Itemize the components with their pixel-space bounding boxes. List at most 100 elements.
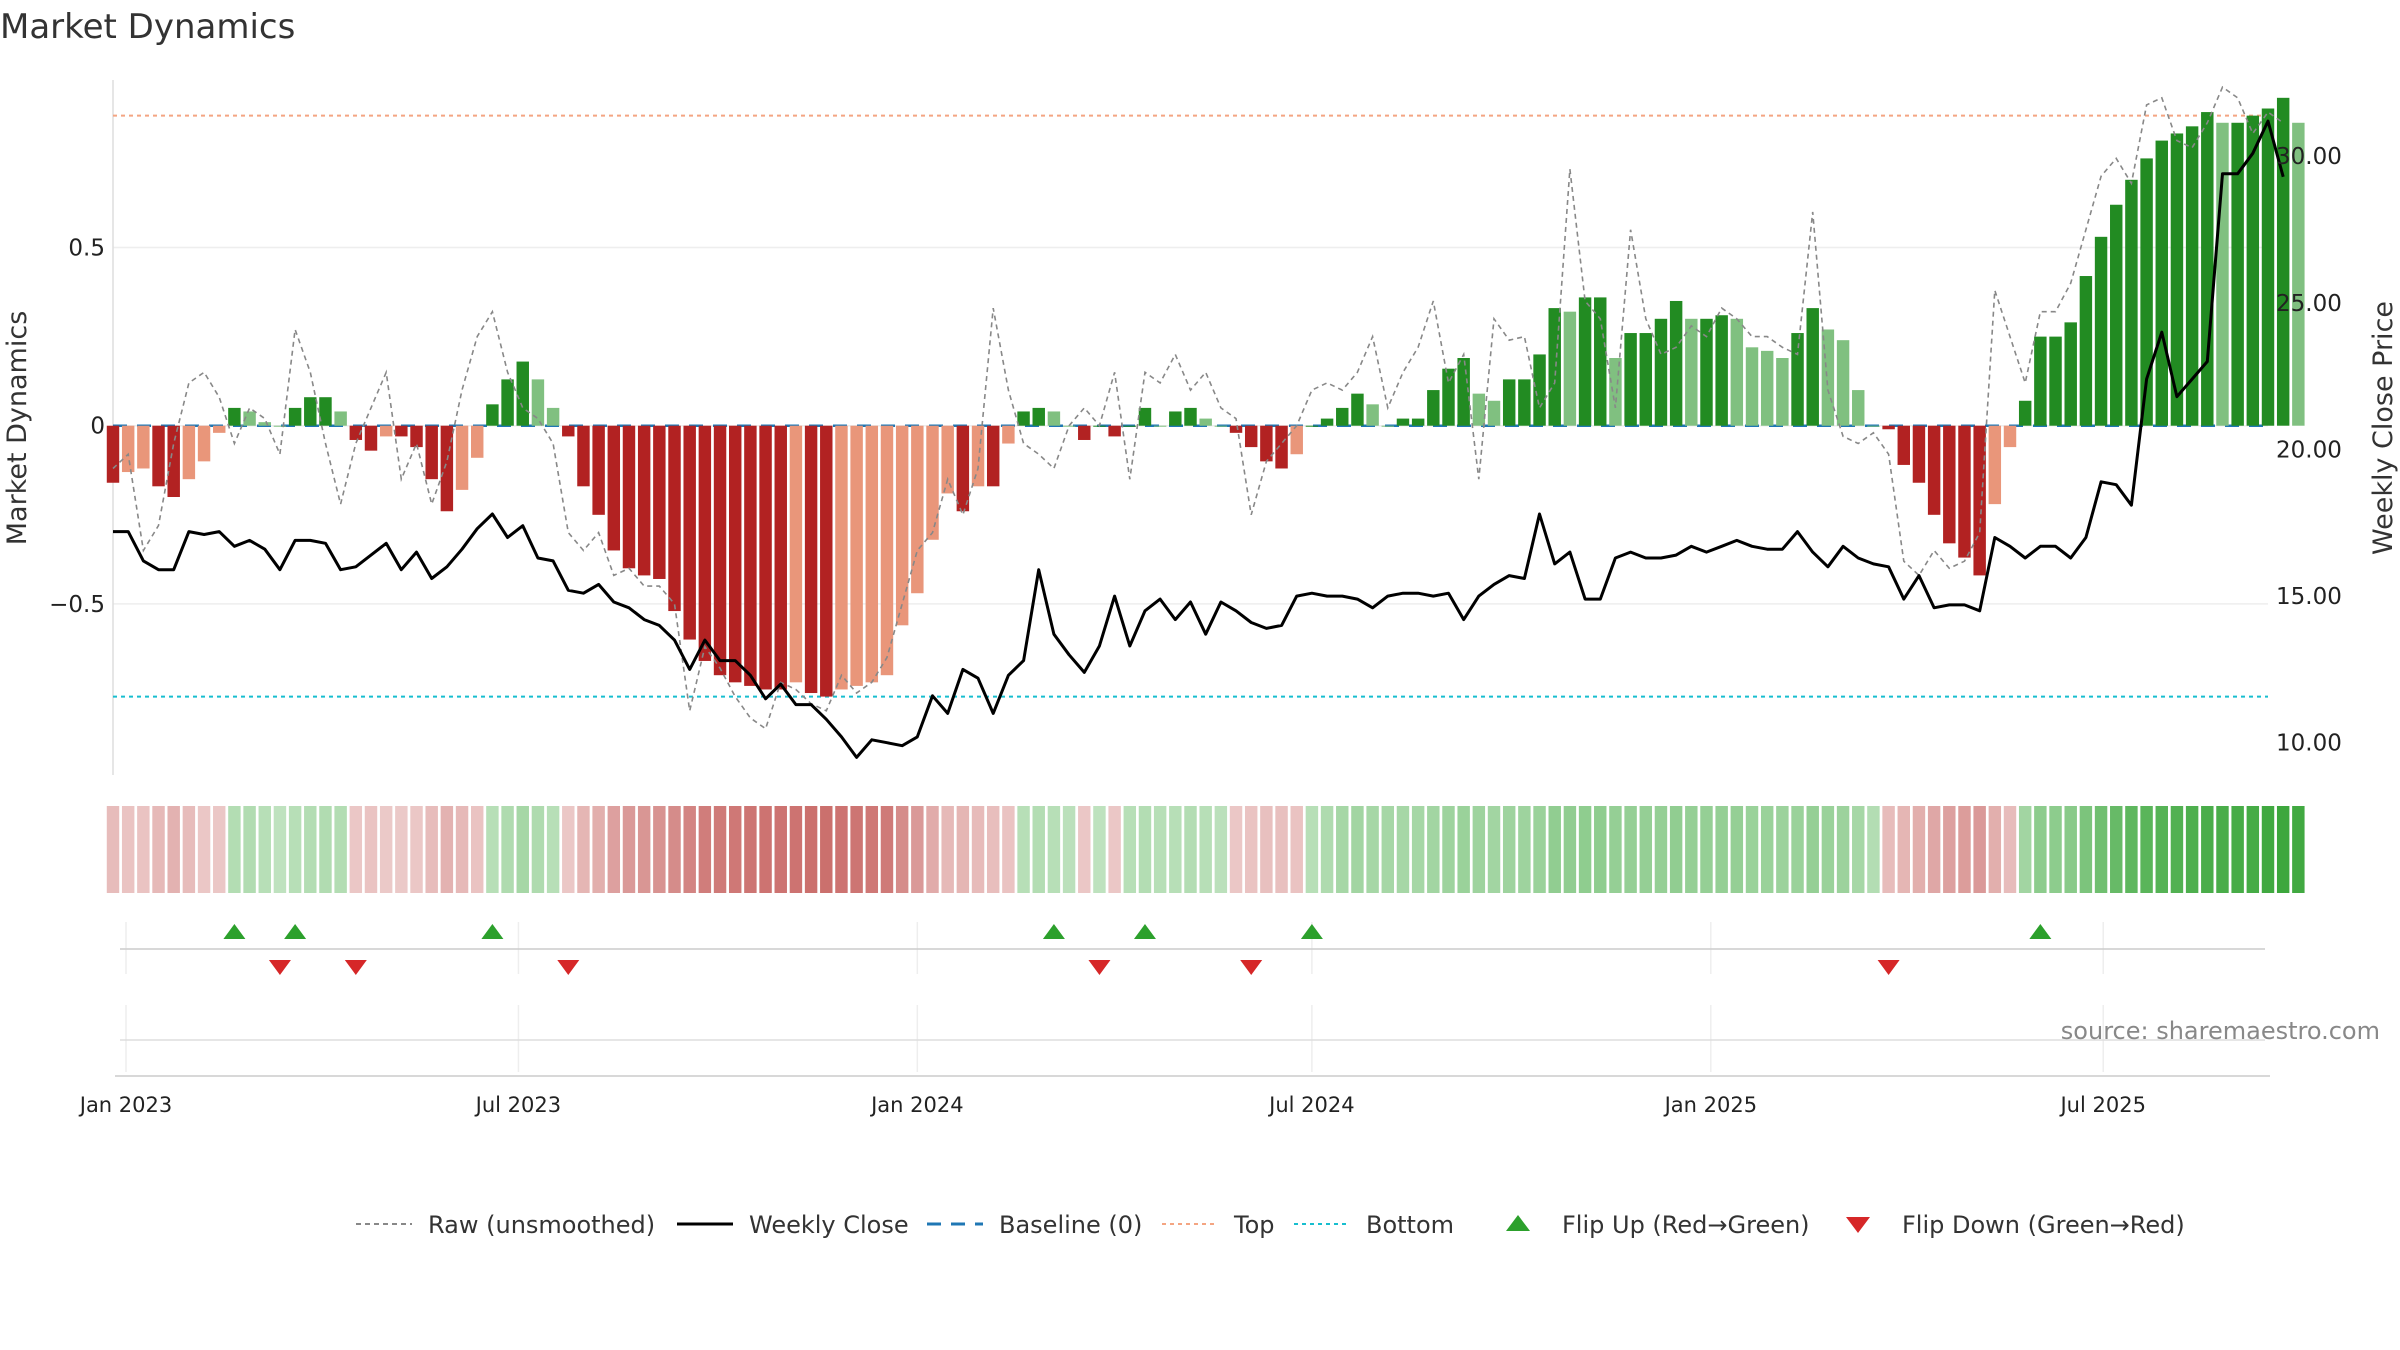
regime-cell (121, 806, 135, 893)
bar (804, 425, 818, 694)
legend-item-close: Weekly Close (677, 1211, 909, 1239)
bar (1988, 425, 2002, 505)
legend-label: Baseline (0) (999, 1211, 1142, 1239)
regime-cell (941, 806, 954, 893)
regime-cell (1336, 806, 1349, 893)
raw-unsmoothed-line (112, 85, 2284, 730)
regime-cell (501, 806, 514, 893)
bar (956, 425, 970, 512)
regime-cell (1927, 806, 1941, 893)
regime-cell (895, 806, 909, 893)
bar (2018, 400, 2032, 426)
regime-cell (213, 806, 226, 893)
bar (1457, 358, 1470, 426)
regime-cell (607, 806, 621, 893)
date-axis-ticks: Jan 2023 Jul 2023 Jan 2024 Jul 2024 Jan 2025… (78, 1093, 2146, 1117)
bar (1791, 333, 1804, 426)
bar (1594, 297, 1607, 426)
dynamics-bars (106, 97, 2305, 697)
bar (1032, 407, 1045, 426)
bar (1229, 425, 1243, 433)
regime-cell (2079, 806, 2093, 893)
bar (926, 425, 939, 540)
flip-down-marker (1877, 960, 1900, 975)
regime-cell (1730, 806, 1744, 893)
flip-down-marker (268, 960, 291, 975)
bar (1609, 358, 1622, 426)
bar (941, 425, 954, 494)
regime-cell (167, 806, 180, 893)
regime-cell (850, 806, 863, 893)
bar (395, 425, 408, 437)
legend-item-flip-up: Flip Up (Red→Green) (1506, 1211, 1810, 1239)
bar (1730, 318, 1744, 426)
bar (531, 379, 545, 426)
bar (213, 425, 226, 433)
regime-cell (319, 806, 332, 893)
regime-cell (1487, 806, 1501, 893)
regime-cell (1017, 806, 1030, 893)
regime-cell (2049, 806, 2062, 893)
bar (1290, 425, 1303, 455)
bar (2079, 276, 2093, 426)
bar (2261, 108, 2275, 426)
left-axis-label: Market Dynamics (2, 311, 33, 546)
regime-cell (1594, 806, 1607, 893)
bar (577, 425, 590, 487)
regime-cell (744, 806, 757, 893)
regime-cell (2246, 806, 2260, 893)
regime-cell (1214, 806, 1228, 893)
regime-cell (1897, 806, 1910, 893)
date-tick-label: Jan 2025 (1663, 1093, 1758, 1117)
regime-cell (1745, 806, 1759, 893)
legend-label: Raw (unsmoothed) (428, 1211, 655, 1239)
regime-cell (592, 806, 605, 893)
regime-cell (1700, 806, 1713, 893)
bar (1533, 354, 1546, 426)
regime-cell (1578, 806, 1592, 893)
regime-cell (1472, 806, 1486, 893)
bar (1806, 308, 1819, 426)
right-tick-label: 10.00 (2276, 731, 2342, 757)
bar (2246, 115, 2260, 426)
bar (1715, 315, 1728, 426)
legend-label: Bottom (1366, 1211, 1454, 1239)
bar (622, 425, 636, 569)
regime-cell (1032, 806, 1045, 893)
bar (850, 425, 863, 686)
bar (1199, 418, 1212, 426)
left-tick-label: 0 (90, 414, 105, 440)
regime-cell (1806, 806, 1819, 893)
bar (2170, 133, 2184, 426)
bar (1852, 390, 1865, 426)
regime-cell (562, 806, 575, 893)
regime-cell (455, 806, 469, 893)
regime-cell (106, 806, 120, 893)
regime-cell (911, 806, 924, 893)
bar (2185, 126, 2199, 426)
regime-cell (1882, 806, 1895, 893)
regime-cell (1290, 806, 1303, 893)
bar (759, 425, 772, 690)
regime-cell (1169, 806, 1182, 893)
legend-item-top: Top (1162, 1211, 1275, 1239)
bar (167, 425, 180, 497)
chart-title: Market Dynamics (0, 7, 295, 47)
bar (288, 407, 302, 426)
regime-cell (956, 806, 970, 893)
flip-down-marker (1240, 960, 1263, 975)
regime-cell (2276, 806, 2290, 893)
regime-cell (1062, 806, 1076, 893)
bar (1973, 425, 1986, 576)
bar (1624, 333, 1637, 426)
bar (1366, 404, 1379, 426)
bar (182, 425, 196, 480)
regime-cell (577, 806, 590, 893)
regime-cell (1852, 806, 1865, 893)
regime-cell (1821, 806, 1835, 893)
bar (379, 425, 393, 437)
bar (1867, 425, 1880, 427)
regime-cell (1609, 806, 1622, 893)
bar (1578, 297, 1592, 426)
